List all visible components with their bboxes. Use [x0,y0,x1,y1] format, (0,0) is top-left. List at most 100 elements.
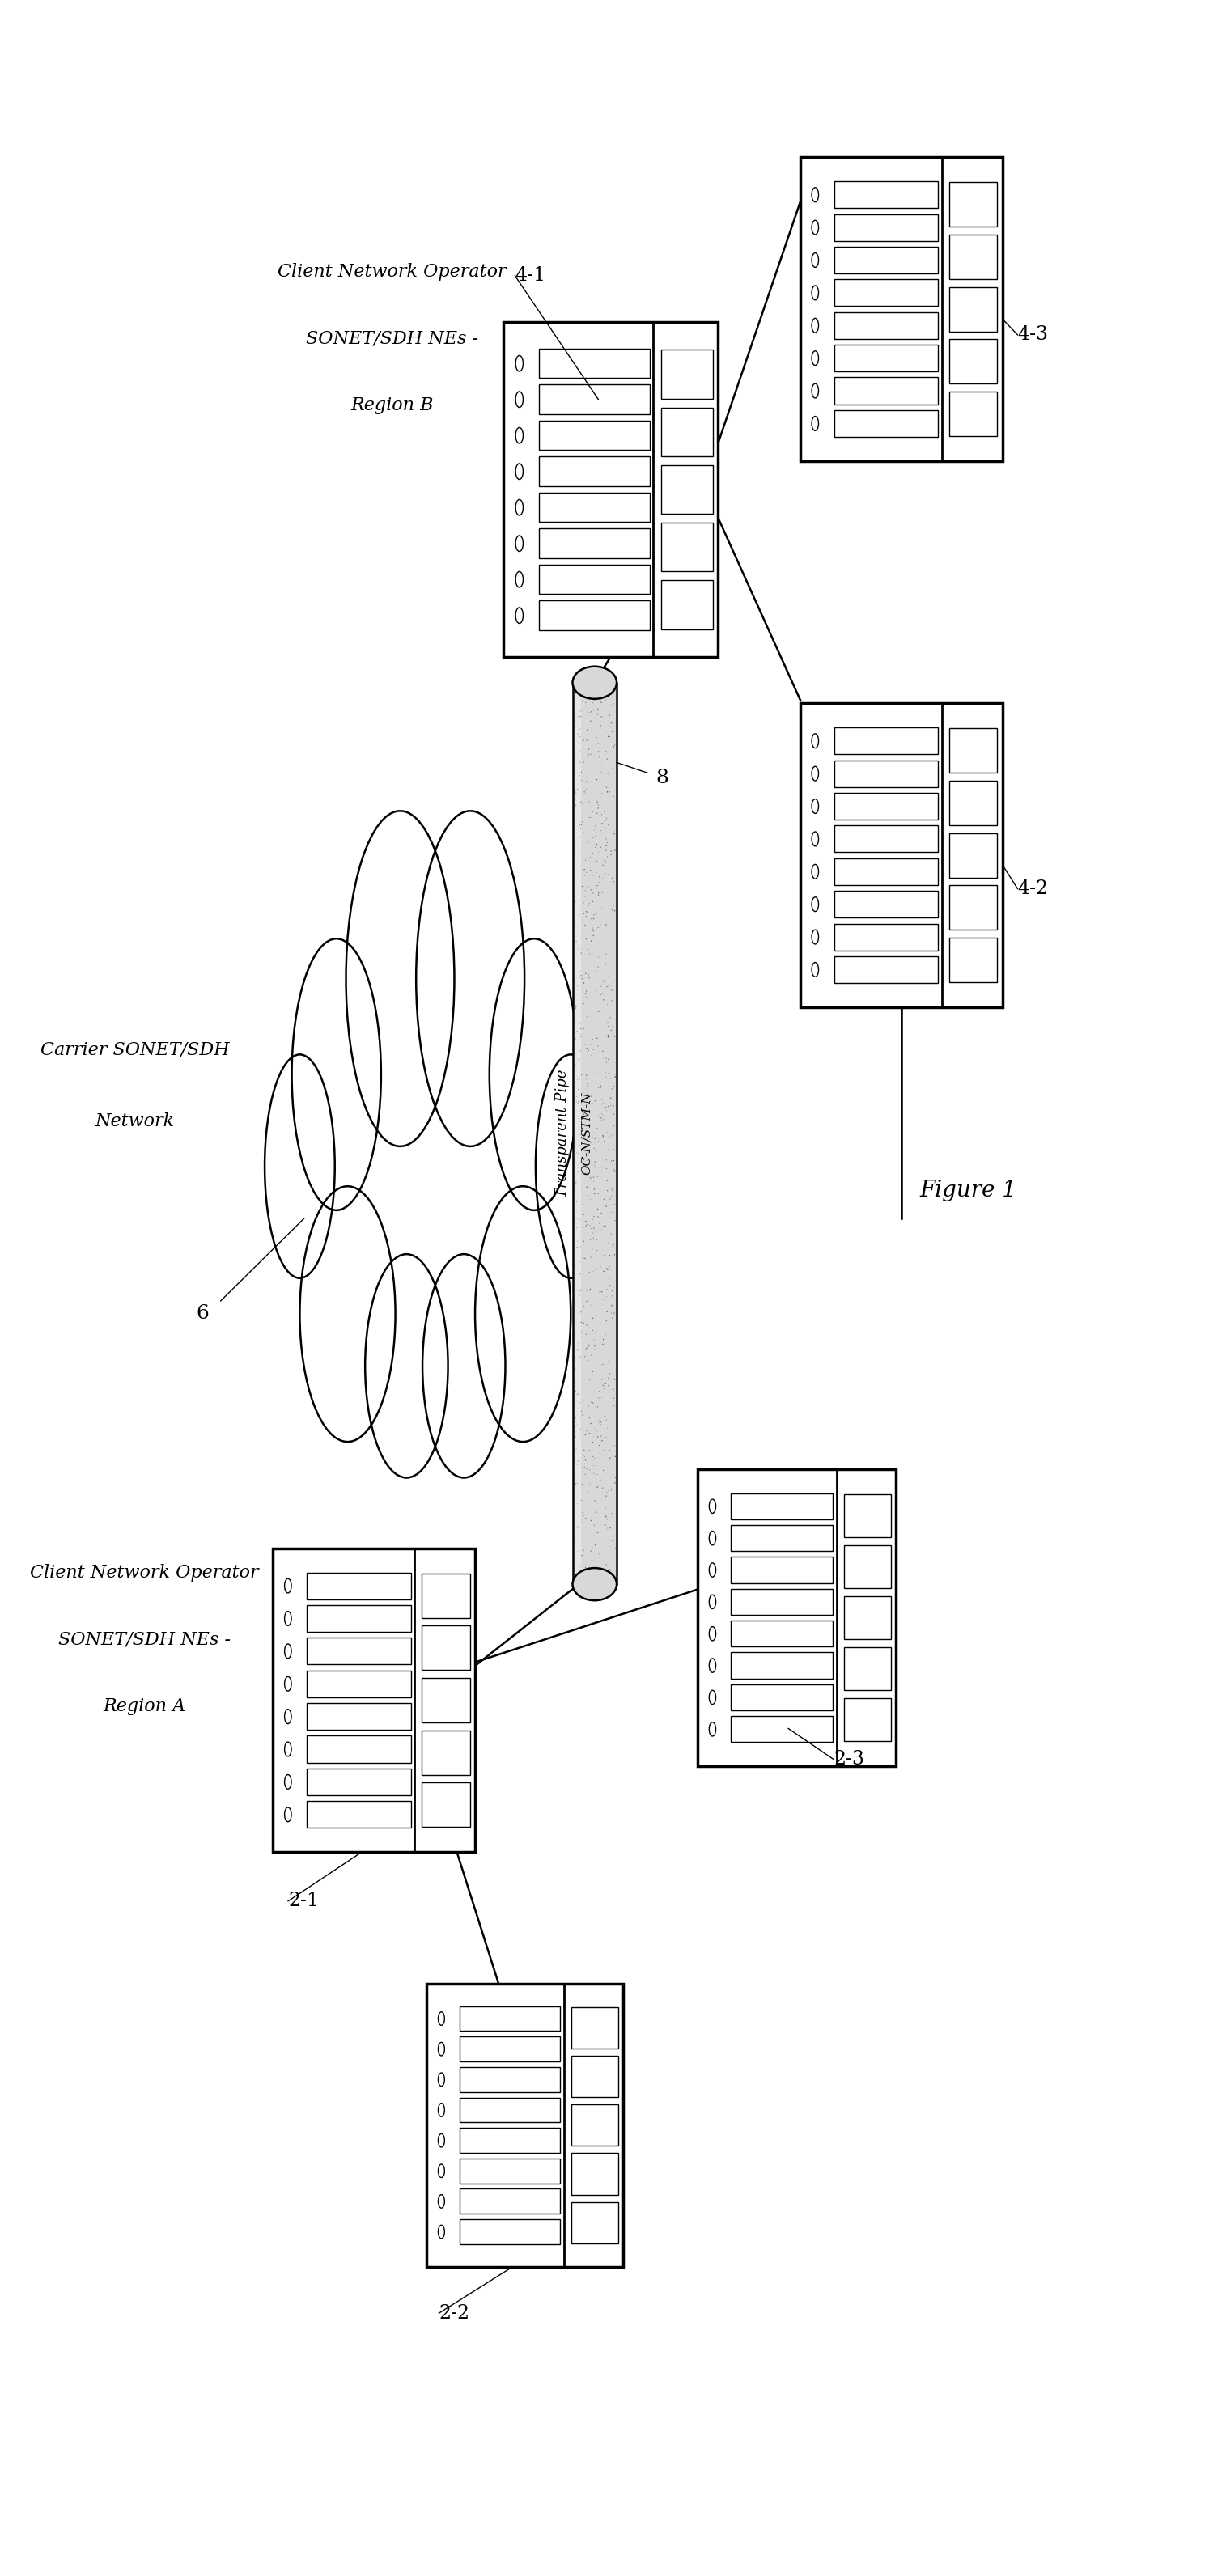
Point [580,1267,600,1309]
Point [576,1329,596,1370]
Text: Client Network Operator: Client Network Operator [31,1564,259,1582]
Point [604,1105,624,1146]
Point [588,863,608,904]
Point [606,1151,625,1193]
Point [574,1262,593,1303]
Point [565,739,585,781]
Circle shape [438,2133,445,2148]
Point [584,1195,603,1236]
Point [568,1221,587,1262]
Point [581,796,601,837]
Point [574,1182,593,1224]
FancyBboxPatch shape [834,891,938,917]
Point [602,858,622,899]
Point [592,886,612,927]
Point [566,1430,586,1471]
Point [590,1370,609,1412]
Point [574,742,593,783]
Point [571,1270,591,1311]
Point [569,1038,588,1079]
Point [580,1548,600,1589]
Point [593,1450,613,1492]
Point [571,956,591,997]
Point [600,1054,619,1095]
FancyBboxPatch shape [661,350,712,399]
Ellipse shape [423,1255,505,1479]
Point [596,1314,615,1355]
Point [585,1170,604,1211]
Point [576,953,596,994]
Point [602,1293,622,1334]
Point [574,984,593,1025]
Point [576,974,596,1015]
Point [585,1324,604,1365]
Point [585,951,604,992]
Point [596,943,615,984]
Point [581,920,601,961]
Point [568,1445,587,1486]
Point [587,1018,607,1059]
Point [570,1110,590,1151]
Point [574,1139,593,1180]
Point [603,1535,623,1577]
Point [592,1079,612,1121]
Text: Figure 1: Figure 1 [920,1180,1018,1200]
Point [571,1054,591,1095]
Point [602,889,622,930]
Point [579,1074,598,1115]
Point [570,1038,590,1079]
Point [573,1381,592,1422]
Point [587,1409,607,1450]
Circle shape [812,286,819,299]
Point [590,1118,609,1159]
Point [566,1182,586,1224]
FancyBboxPatch shape [834,793,938,819]
Point [591,1066,611,1108]
Point [591,1146,611,1188]
Point [565,1512,585,1553]
Point [595,1363,614,1404]
Point [568,1507,587,1548]
Text: 4-2: 4-2 [1018,878,1048,899]
Point [570,755,590,796]
Point [597,984,617,1025]
Point [571,933,591,974]
Point [569,1097,588,1139]
Point [585,1208,604,1249]
Point [593,1100,613,1141]
Point [579,1466,598,1507]
Point [570,1546,590,1587]
Point [600,979,619,1020]
Point [603,693,623,734]
Point [601,1548,620,1589]
Text: Region B: Region B [351,397,434,415]
Point [565,1200,585,1242]
Point [596,732,615,773]
Point [585,894,604,935]
Point [587,824,607,866]
Point [597,1507,617,1548]
Point [601,829,620,871]
Point [566,987,586,1028]
Point [591,750,611,791]
Point [579,1324,598,1365]
Point [593,1324,613,1365]
Point [571,1030,591,1072]
Point [606,1463,625,1504]
Point [591,827,611,868]
Point [570,1002,590,1043]
Point [600,1038,619,1079]
Point [569,809,588,850]
Point [597,1090,617,1131]
Point [568,1484,587,1525]
Point [566,770,586,811]
Point [602,1141,622,1182]
Point [584,1213,603,1255]
Point [586,1131,606,1172]
Point [581,899,601,940]
Point [587,1054,607,1095]
Ellipse shape [476,1185,571,1443]
FancyBboxPatch shape [843,1494,891,1538]
Text: 2-3: 2-3 [834,1749,864,1770]
Ellipse shape [265,1054,335,1278]
